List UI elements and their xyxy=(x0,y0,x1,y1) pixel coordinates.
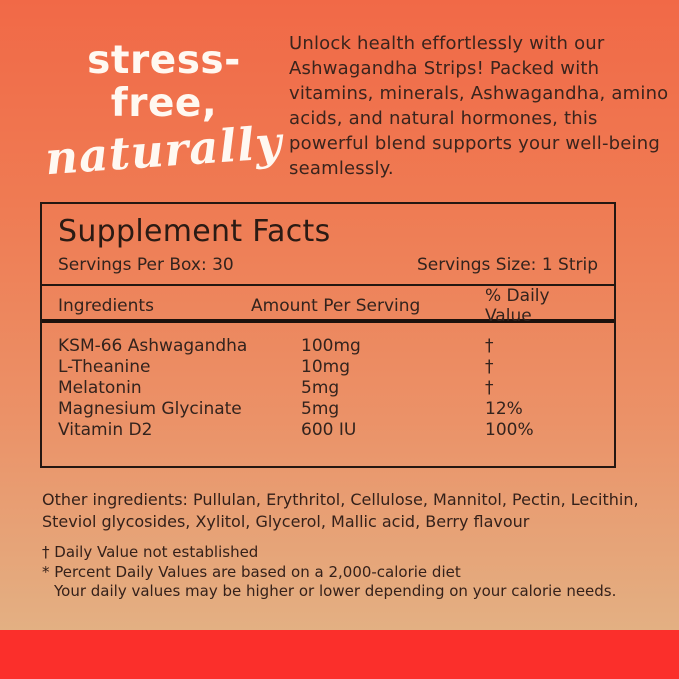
supplement-facts-panel: Supplement Facts Servings Per Box: 30 Se… xyxy=(40,202,616,468)
hero-headline: stress-free, naturally xyxy=(40,38,288,185)
column-ingredients: Ingredients xyxy=(58,296,154,316)
table-row: L-Theanine 10mg † xyxy=(58,357,598,378)
table-row: KSM-66 Ashwagandha 100mg † xyxy=(58,336,598,357)
ingredient-name: Vitamin D2 xyxy=(58,420,153,440)
ingredient-amount: 600 IU xyxy=(301,420,357,440)
table-row: Melatonin 5mg † xyxy=(58,378,598,399)
servings-per-box: Servings Per Box: 30 xyxy=(58,255,234,275)
ingredient-amount: 5mg xyxy=(301,378,340,398)
bottom-accent-bar xyxy=(0,630,679,679)
facts-table-header: Ingredients Amount Per Serving % Daily V… xyxy=(42,284,614,326)
column-daily-value: % Daily Value xyxy=(485,286,550,326)
ingredient-name: L-Theanine xyxy=(58,357,151,377)
ingredient-daily-value: † xyxy=(485,378,494,398)
ingredient-daily-value: † xyxy=(485,357,494,377)
supplement-facts-title: Supplement Facts xyxy=(58,214,331,249)
headline-stress-free: stress-free, xyxy=(87,38,241,126)
ingredient-amount: 10mg xyxy=(301,357,350,377)
column-amount-per-serving: Amount Per Serving xyxy=(251,296,421,316)
ingredient-name: KSM-66 Ashwagandha xyxy=(58,336,248,356)
ingredient-amount: 5mg xyxy=(301,399,340,419)
table-row: Magnesium Glycinate 5mg 12% xyxy=(58,399,598,420)
footnote-dagger: † Daily Value not established xyxy=(42,543,259,561)
ingredient-daily-value: 100% xyxy=(485,420,534,440)
ingredient-amount: 100mg xyxy=(301,336,361,356)
footnote-asterisk-line2: Your daily values may be higher or lower… xyxy=(54,582,617,600)
facts-table-body: KSM-66 Ashwagandha 100mg † L-Theanine 10… xyxy=(42,323,614,441)
footnotes: † Daily Value not established * Percent … xyxy=(42,543,648,602)
other-ingredients-text: Other ingredients: Pullulan, Erythritol,… xyxy=(42,490,639,531)
ingredient-name: Melatonin xyxy=(58,378,142,398)
ingredient-daily-value: 12% xyxy=(485,399,523,419)
table-row: Vitamin D2 600 IU 100% xyxy=(58,420,598,441)
ingredient-name: Magnesium Glycinate xyxy=(58,399,242,419)
product-description: Unlock health effortlessly with our Ashw… xyxy=(289,33,669,179)
footnote-asterisk-line1: * Percent Daily Values are based on a 2,… xyxy=(42,562,461,581)
servings-row: Servings Per Box: 30 Servings Size: 1 St… xyxy=(42,249,614,284)
serving-size: Servings Size: 1 Strip xyxy=(416,255,598,275)
ingredient-daily-value: † xyxy=(485,336,494,356)
headline-naturally: naturally xyxy=(43,115,285,186)
